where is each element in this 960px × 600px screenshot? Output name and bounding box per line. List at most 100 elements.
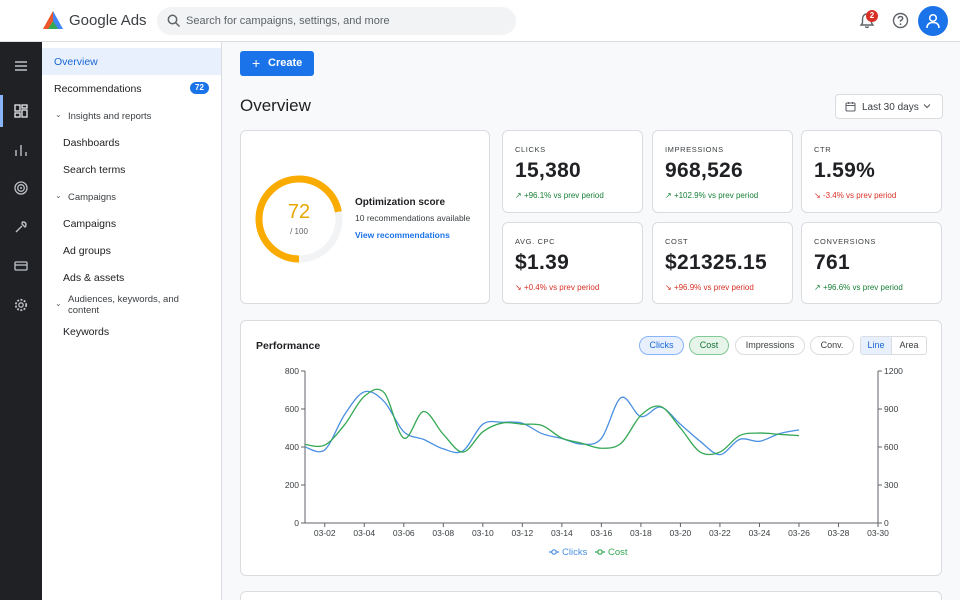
metric-value: 761 [814,251,850,274]
metric-card-clicks[interactable]: CLICKS 15,380 ↗ +96.1% vs prev period [502,130,643,213]
calendar-icon [845,102,856,112]
performance-title: Performance [256,340,321,352]
nav-rail [0,42,42,600]
x-tick-label: 03-26 [788,528,810,538]
tools-icon[interactable] [0,209,42,245]
gauge-fill [255,175,343,263]
sidebar-item-ads-assets[interactable]: Ads & assets [42,264,221,291]
sidebar-item-ad-groups[interactable]: Ad groups [42,237,221,264]
x-tick-label: 03-28 [828,528,850,538]
performance-chart: 0 200 400 600 800 0 300 600 900 1200 03-02 03-04 03-… [285,366,903,558]
chart-type-toggle: Line Area [860,336,927,355]
account-avatar[interactable] [918,6,948,36]
chart-icon[interactable] [0,132,42,168]
metric-label: CONVERSIONS [814,237,877,246]
chip-cost[interactable]: Cost [689,336,729,355]
trend-down-icon: ↘ [665,283,672,292]
x-tick-label: 03-12 [511,528,533,538]
plus-icon: + [252,55,261,71]
series-line-clicks [304,390,800,456]
metric-value: 15,380 [515,159,582,182]
x-tick-label: 03-16 [591,528,613,538]
metric-delta: ↘ -3.4% vs prev period [814,191,896,200]
sidebar-item-search-terms[interactable]: Search terms [42,156,221,183]
optimization-score-gauge [255,175,343,263]
notification-count-badge: 2 [866,10,878,22]
sidebar-item-label: Keywords [63,326,110,338]
trend-down-icon: ↘ [515,283,522,292]
metric-delta: ↘ +96.9% vs prev period [665,283,754,292]
metric-card-avg-cpc[interactable]: AVG. CPC $1.39 ↘ +0.4% vs prev period [502,222,643,304]
metric-card-conversions[interactable]: CONVERSIONS 761 ↗ +96.6% vs prev period [801,222,942,304]
toggle-area[interactable]: Area [899,340,919,350]
trend-up-icon: ↗ [515,191,522,200]
date-range-selector[interactable]: Last 30 days [835,94,943,119]
y-left-tick-label: 0 [294,518,299,528]
billing-icon[interactable] [0,248,42,284]
person-icon [926,13,940,29]
sidebar-group-audiences[interactable]: ⌄ Audiences, keywords, and content [42,291,221,321]
sidebar-item-keywords[interactable]: Keywords [42,318,221,345]
legend-label: Clicks [562,547,588,558]
metric-delta-text: +0.4% vs prev period [523,283,600,292]
sidebar-group-campaigns[interactable]: ⌄ Campaigns [42,183,221,210]
sidebar-item-label: Campaigns [68,192,117,203]
sidebar-item-label: Search terms [63,164,126,176]
x-tick-label: 03-20 [670,528,692,538]
optimization-score-title: Optimization score [355,197,446,208]
menu-icon[interactable] [0,48,42,84]
trend-up-icon: ↗ [814,283,821,292]
metric-value: $21325.15 [665,251,767,274]
chevron-down-icon: ⌄ [55,110,62,119]
overview-icon[interactable] [0,93,42,129]
sidebar-item-recommendations[interactable]: Recommendations [42,75,221,102]
chevron-down-icon: ⌄ [55,191,62,200]
chip-conversions[interactable]: Conv. [810,336,854,355]
sidebar-item-label: Ads & assets [63,272,125,284]
help-icon[interactable] [892,12,909,29]
search-input[interactable]: Search for campaigns, settings, and more [186,15,390,27]
optimization-score-card: 72 / 100 Optimization score 10 recommend… [240,130,490,304]
metric-delta-text: +102.9% vs prev period [673,191,759,200]
sidebar-group-insights[interactable]: ⌄ Insights and reports [42,102,221,129]
metric-value: 968,526 [665,159,744,182]
optimization-score-subtitle: 10 recommendations available [355,213,471,223]
metric-label: IMPRESSIONS [665,145,724,154]
metric-card-impressions[interactable]: IMPRESSIONS 968,526 ↗ +102.9% vs prev pe… [652,130,793,213]
sidebar-item-label: Ad groups [63,245,111,257]
admin-gear-icon[interactable] [0,287,42,323]
metric-card-ctr[interactable]: CTR 1.59% ↘ -3.4% vs prev period [801,130,942,213]
metric-delta-text: -3.4% vs prev period [822,191,897,200]
brand-name: Google Ads [69,12,147,29]
y-right-tick-label: 300 [884,480,898,490]
sidebar-item-overview[interactable]: Overview [42,48,221,75]
goals-icon[interactable] [0,170,42,206]
x-tick-label: 03-22 [709,528,731,538]
sidebar-item-dashboards[interactable]: Dashboards [42,129,221,156]
chevron-down-icon [923,104,931,109]
x-tick-label: 03-24 [749,528,771,538]
y-left-tick-label: 600 [285,404,299,414]
metric-label: CLICKS [515,145,546,154]
chip-clicks[interactable]: Clicks [639,336,684,355]
create-button[interactable]: + Create [240,51,314,76]
google-ads-logo-icon[interactable] [42,10,64,30]
metric-delta: ↘ +0.4% vs prev period [515,283,599,292]
sidebar-item-label: Dashboards [63,137,120,149]
toggle-line[interactable]: Line [861,337,892,354]
metric-delta-text: +96.1% vs prev period [523,191,604,200]
metric-card-cost[interactable]: COST $21325.15 ↘ +96.9% vs prev period [652,222,793,304]
search-icon [167,14,181,28]
chip-impressions[interactable]: Impressions [735,336,805,355]
sidebar-item-label: Campaigns [63,218,117,230]
sidebar-item-campaigns[interactable]: Campaigns [42,210,221,237]
y-left-tick-label: 400 [285,442,299,452]
y-right-tick-label: 600 [884,442,898,452]
optimization-score-value: 72 [287,201,311,223]
trend-down-icon: ↘ [814,191,821,200]
series-line-cost [304,388,800,456]
metric-label: AVG. CPC [515,237,556,246]
search-bar[interactable]: Search for campaigns, settings, and more [157,7,516,35]
view-recommendations-link[interactable]: View recommendations [355,230,450,240]
x-tick-label: 03-06 [393,528,415,538]
